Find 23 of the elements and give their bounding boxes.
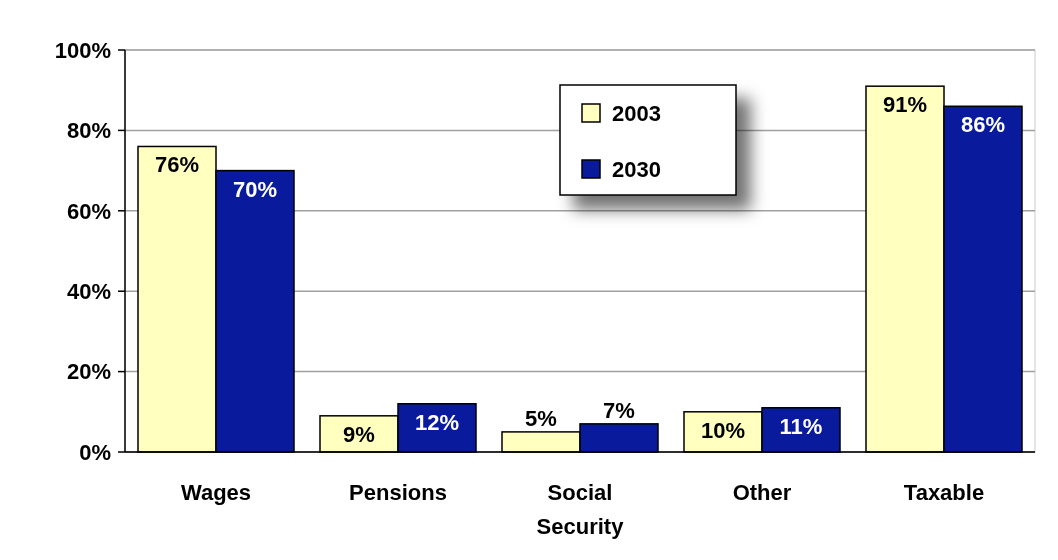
data-label: 76%	[154, 152, 200, 178]
data-label: 91%	[882, 92, 928, 118]
y-tick-label: 100%	[54, 37, 111, 63]
data-label: 9%	[343, 421, 375, 447]
data-label: 7%	[603, 397, 635, 423]
data-label: 11%	[779, 413, 823, 439]
legend-label: 2003	[612, 100, 661, 126]
x-tick-label: Taxable	[903, 480, 985, 505]
legend-label: 2030	[612, 156, 661, 182]
y-tick-label: 60%	[66, 198, 111, 224]
data-label: 86%	[960, 112, 1006, 138]
data-label: 70%	[232, 176, 278, 202]
x-tick-label: Wages	[180, 480, 252, 505]
x-tick-label: Social Security	[536, 480, 625, 539]
data-label: 12%	[414, 409, 460, 435]
y-tick-label: 0%	[79, 439, 111, 465]
y-tick-label: 40%	[66, 278, 111, 304]
x-tick-label: Other	[732, 480, 792, 505]
x-tick-label: Pensions	[349, 480, 447, 505]
data-label: 5%	[525, 405, 557, 431]
y-tick-label: 20%	[66, 359, 111, 385]
y-tick-label: 80%	[66, 118, 111, 144]
data-label: 10%	[700, 417, 746, 443]
